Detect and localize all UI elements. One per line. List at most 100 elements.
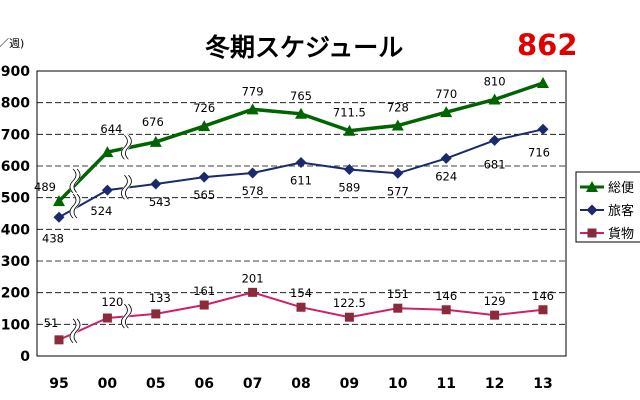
data-label: 765 [290,89,312,103]
axis-break-line [121,303,128,329]
data-point [53,195,65,207]
chart-title: 冬期スケジュール [205,33,404,62]
data-label: 489 [34,180,56,194]
data-label: 716 [528,145,550,159]
data-label: 676 [142,115,164,129]
data-label: 565 [193,188,215,202]
data-label: 120 [101,295,123,309]
y-tick-label: 400 [1,222,30,238]
data-point [248,287,258,297]
axis-break-line [69,193,77,219]
data-point [537,77,549,89]
data-label: 146 [435,289,457,303]
x-tick-label: 08 [291,376,310,392]
axis-break [120,133,132,162]
data-point [295,157,307,169]
data-point [488,93,501,105]
data-point [101,184,113,196]
x-tick-label: 11 [436,376,455,392]
data-label: 779 [242,84,264,98]
data-label: 122.5 [333,296,366,310]
legend-label: 総便 [608,181,634,196]
data-point [149,135,162,147]
data-label: 589 [338,180,360,194]
axis-break-line [69,168,77,194]
data-label: 578 [242,184,264,198]
data-point [586,181,598,192]
data-point [393,303,403,313]
data-point [538,305,548,315]
data-point [489,134,501,146]
data-point [54,335,64,345]
data-point [344,312,354,322]
data-point [199,300,209,310]
data-point [537,123,549,135]
axis-break-line [125,174,132,200]
data-label: 728 [387,100,409,114]
data-point [343,124,356,136]
data-point [586,204,598,216]
y-axis-unit: ／週) [0,37,25,50]
y-tick-label: 100 [1,317,30,333]
axis-break-line [73,318,81,344]
data-label: 611 [290,174,312,188]
data-label: 770 [435,87,457,101]
data-label: 524 [90,204,112,218]
axis-break-line [121,174,128,200]
y-tick-label: 600 [1,159,30,175]
data-point [247,167,259,179]
legend-label: 貨物 [608,226,634,242]
data-label: 810 [484,75,506,89]
data-label: 154 [290,286,312,300]
x-tick-label: 95 [49,376,68,392]
y-tick-label: 500 [1,191,30,207]
legend-box [575,171,640,243]
data-point [53,211,65,223]
data-point [150,178,162,190]
data-label: 681 [484,157,506,171]
data-label: 543 [149,195,171,209]
data-point [391,119,404,131]
data-point [198,171,210,183]
y-tick-label: 0 [20,349,30,365]
data-label: 201 [242,271,264,285]
data-label: 577 [387,184,409,198]
axis-break-line [125,303,132,329]
data-label: 146 [532,289,554,303]
data-label: 129 [484,294,506,308]
y-tick-label: 300 [1,254,30,270]
axis-break [69,167,81,195]
data-label: 711.5 [333,106,366,120]
data-point [295,107,307,119]
axis-break-line [69,318,77,344]
y-tick-label: 700 [1,127,30,143]
data-point [440,106,453,118]
axis-break [120,302,132,330]
legend-label: 旅客 [608,203,634,219]
data-label: 726 [193,101,215,115]
data-point [102,313,112,323]
data-point [151,309,161,319]
axis-break-line [121,134,128,160]
axis-break-line [73,193,81,219]
y-tick-label: 900 [1,64,30,80]
x-tick-label: 05 [146,376,165,392]
x-tick-label: 09 [340,376,359,392]
data-label: 438 [42,231,64,245]
axis-break [69,317,81,345]
data-label: 644 [100,122,122,136]
data-label: 624 [435,169,457,183]
x-tick-label: 13 [533,376,552,392]
data-point [441,305,451,315]
data-point [246,103,259,115]
data-label: 51 [44,316,59,330]
x-tick-label: 00 [98,376,118,392]
axis-break-line [73,168,81,194]
axis-break [69,192,81,220]
data-point [392,167,404,179]
axis-break-line [125,134,132,160]
x-tick-label: 12 [485,376,504,392]
data-point [587,228,597,238]
y-tick-label: 200 [1,286,30,302]
